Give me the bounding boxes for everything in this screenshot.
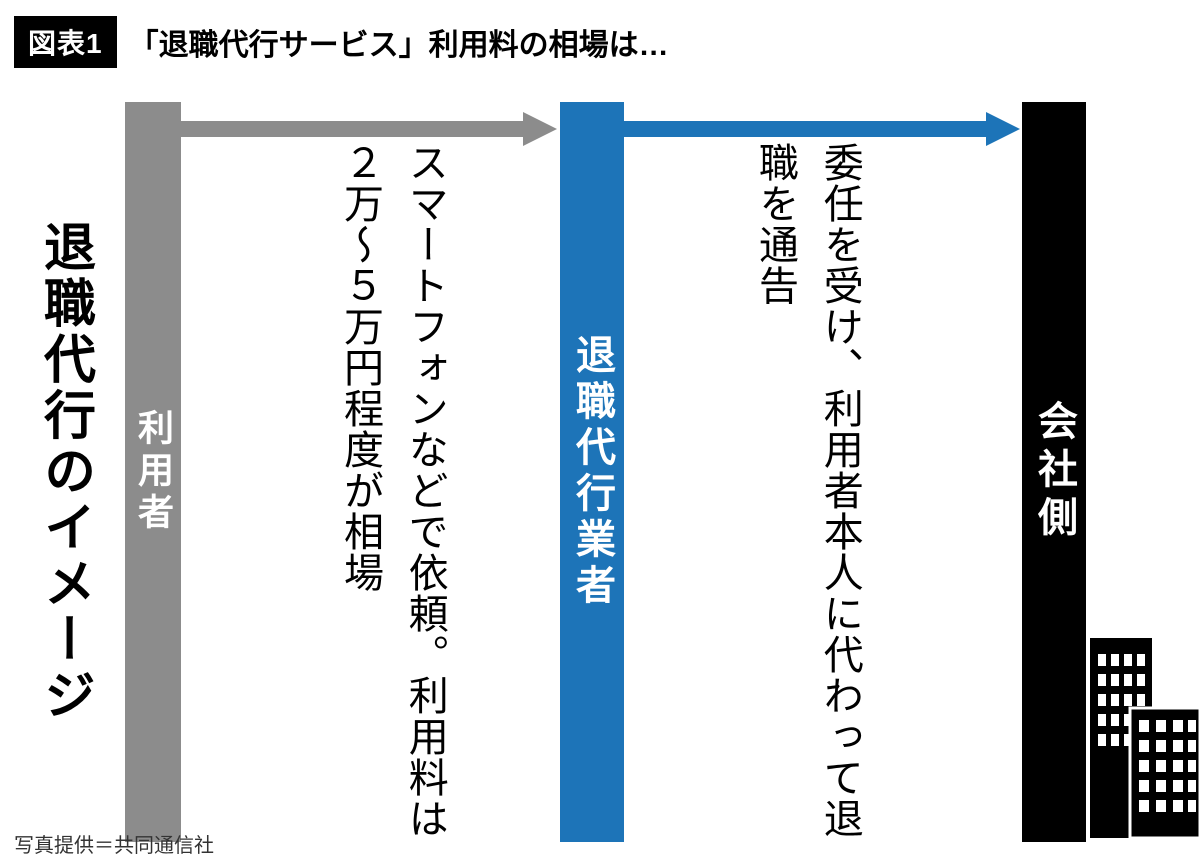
actor-user: 利用者 [125,102,181,842]
arrow-shaft [181,121,523,137]
arrow-shaft [624,121,986,137]
arrow-head-icon [986,112,1020,146]
actor-company: 会社側 [1022,102,1086,842]
figure-header: 図表1 「退職代行サービス」利用料の相場は… [0,0,1200,78]
buildings-icon [1090,638,1200,838]
arrow-head-icon [523,112,557,146]
note-user-to-agent: スマートフォンなどで依頼。利用料は２万～５万円程度が相場 [246,142,538,842]
note-agent-to-company: 委任を受け、利用者本人に代わって退職を通告 [687,142,927,842]
diagram-heading: 退職代行のイメージ [25,102,105,842]
arrow-agent-to-company [624,112,1020,146]
arrow-user-to-agent [181,112,557,146]
actor-agent: 退職代行業者 [560,102,624,842]
figure-title: 「退職代行サービス」利用料の相場は… [129,20,669,64]
flow-diagram: 退職代行のイメージ 利用者 スマートフォンなどで依頼。利用料は２万～５万円程度が… [0,78,1200,838]
figure-badge: 図表1 [14,16,117,68]
photo-credit: 写真提供＝共同通信社 [14,829,214,858]
